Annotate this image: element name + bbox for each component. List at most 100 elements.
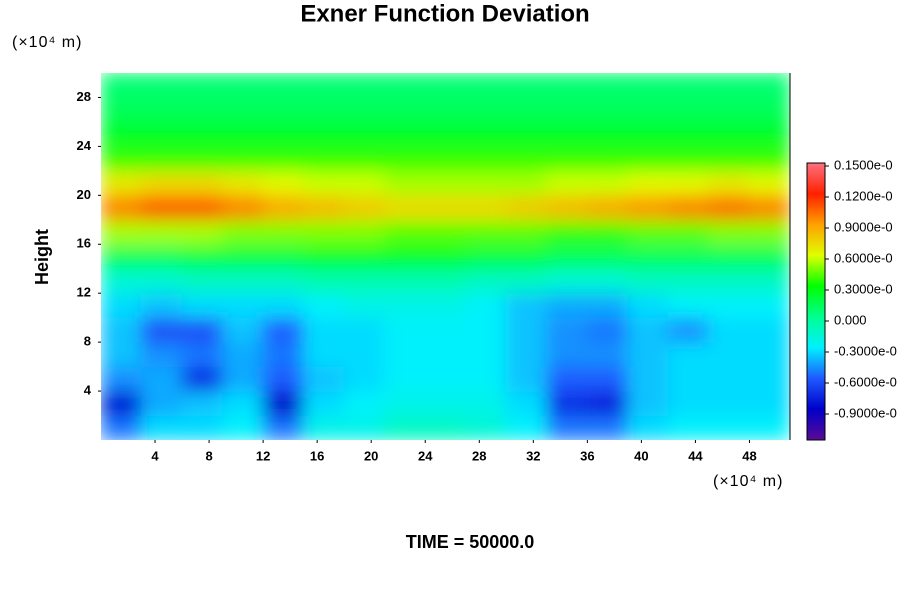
contour-cell [101, 366, 143, 392]
contour-cell [667, 415, 710, 440]
contour-cell [101, 96, 143, 123]
contour-cell [222, 268, 264, 294]
contour-cell [141, 121, 183, 147]
contour-cell [303, 194, 345, 221]
contour-cell [343, 219, 386, 245]
contour-cell [343, 73, 386, 98]
contour-cell [546, 317, 588, 343]
contour-cell [101, 390, 143, 417]
contour-cell [627, 194, 669, 221]
contour-cell [586, 366, 629, 392]
contour-cell [343, 341, 386, 368]
contour-cell [667, 317, 710, 343]
contour-cell [181, 243, 224, 270]
x-unit: (×10⁴ m) [713, 473, 783, 490]
contour-cell [627, 73, 669, 98]
contour-cell [343, 292, 386, 319]
contour-cell [708, 366, 750, 392]
contour-cell [303, 317, 345, 343]
contour-cell [708, 145, 750, 172]
contour-cell [222, 366, 264, 392]
contour-cell [667, 219, 710, 245]
contour-cell [465, 268, 507, 294]
colorbar-label: -0.9000e-0 [834, 405, 897, 420]
contour-cell [343, 390, 386, 417]
contour-cell [262, 415, 305, 440]
contour-cell [384, 366, 426, 392]
contour-cell [141, 96, 183, 123]
contour-cell [546, 194, 588, 221]
contour-cell [546, 341, 588, 368]
colorbar-label: 0.9000e-0 [834, 219, 893, 234]
contour-cell [222, 194, 264, 221]
contour-cell [343, 268, 386, 294]
contour-cell [748, 268, 790, 294]
contour-cell [181, 268, 224, 294]
x-tick-label: 32 [526, 448, 540, 463]
contour-cell [708, 268, 750, 294]
cells [101, 73, 790, 440]
contour-cell [748, 145, 790, 172]
contour-cell [627, 292, 669, 319]
contour-cell [262, 73, 305, 98]
contour-cell [384, 219, 426, 245]
contour-cell [384, 268, 426, 294]
contour-cell [627, 96, 669, 123]
contour-cell [384, 145, 426, 172]
contour-cell [667, 292, 710, 319]
contour-cell [505, 341, 548, 368]
contour-cell [384, 121, 426, 147]
contour-cell [586, 145, 629, 172]
contour-cell [667, 366, 710, 392]
contour-cell [708, 415, 750, 440]
contour-cell [262, 366, 305, 392]
contour-cell [222, 145, 264, 172]
contour-cell [424, 292, 467, 319]
contour-cell [546, 415, 588, 440]
contour-cell [384, 194, 426, 221]
x-tick-label: 16 [310, 448, 324, 463]
contour-cell [465, 219, 507, 245]
field [101, 73, 790, 440]
contour-cell [465, 317, 507, 343]
contour-cell [262, 317, 305, 343]
contour-cell [343, 415, 386, 440]
contour-cell [748, 341, 790, 368]
contour-cell [343, 317, 386, 343]
contour-cell [181, 219, 224, 245]
colorbar [806, 162, 826, 441]
contour-cell [303, 292, 345, 319]
contour-cell [505, 145, 548, 172]
contour-cell [465, 96, 507, 123]
y-tick-label: 24 [77, 138, 92, 153]
contour-cell [384, 390, 426, 417]
y-unit: (×10⁴ m) [12, 34, 82, 51]
contour-cell [546, 243, 588, 270]
contour-cell [101, 219, 143, 245]
contour-cell [303, 145, 345, 172]
contour-cell [141, 268, 183, 294]
contour-cell [424, 219, 467, 245]
y-tick-label: 20 [77, 187, 91, 202]
contour-cell [465, 390, 507, 417]
contour-cell [546, 268, 588, 294]
contour-cell [546, 292, 588, 319]
contour-cell [505, 170, 548, 196]
contour-cell [262, 170, 305, 196]
contour-cell [303, 366, 345, 392]
contour-cell [505, 243, 548, 270]
footer: TIME = 50000.0 [406, 532, 535, 552]
contour-cell [181, 194, 224, 221]
contour-cell [708, 390, 750, 417]
contour-cell [303, 390, 345, 417]
contour-cell [748, 415, 790, 440]
contour-cell [141, 292, 183, 319]
contour-cell [222, 219, 264, 245]
contour-cell [708, 96, 750, 123]
contour-cell [222, 243, 264, 270]
contour-cell [546, 219, 588, 245]
contour-cell [101, 292, 143, 319]
contour-cell [586, 73, 629, 98]
x-tick-label: 12 [256, 448, 270, 463]
contour-cell [586, 317, 629, 343]
